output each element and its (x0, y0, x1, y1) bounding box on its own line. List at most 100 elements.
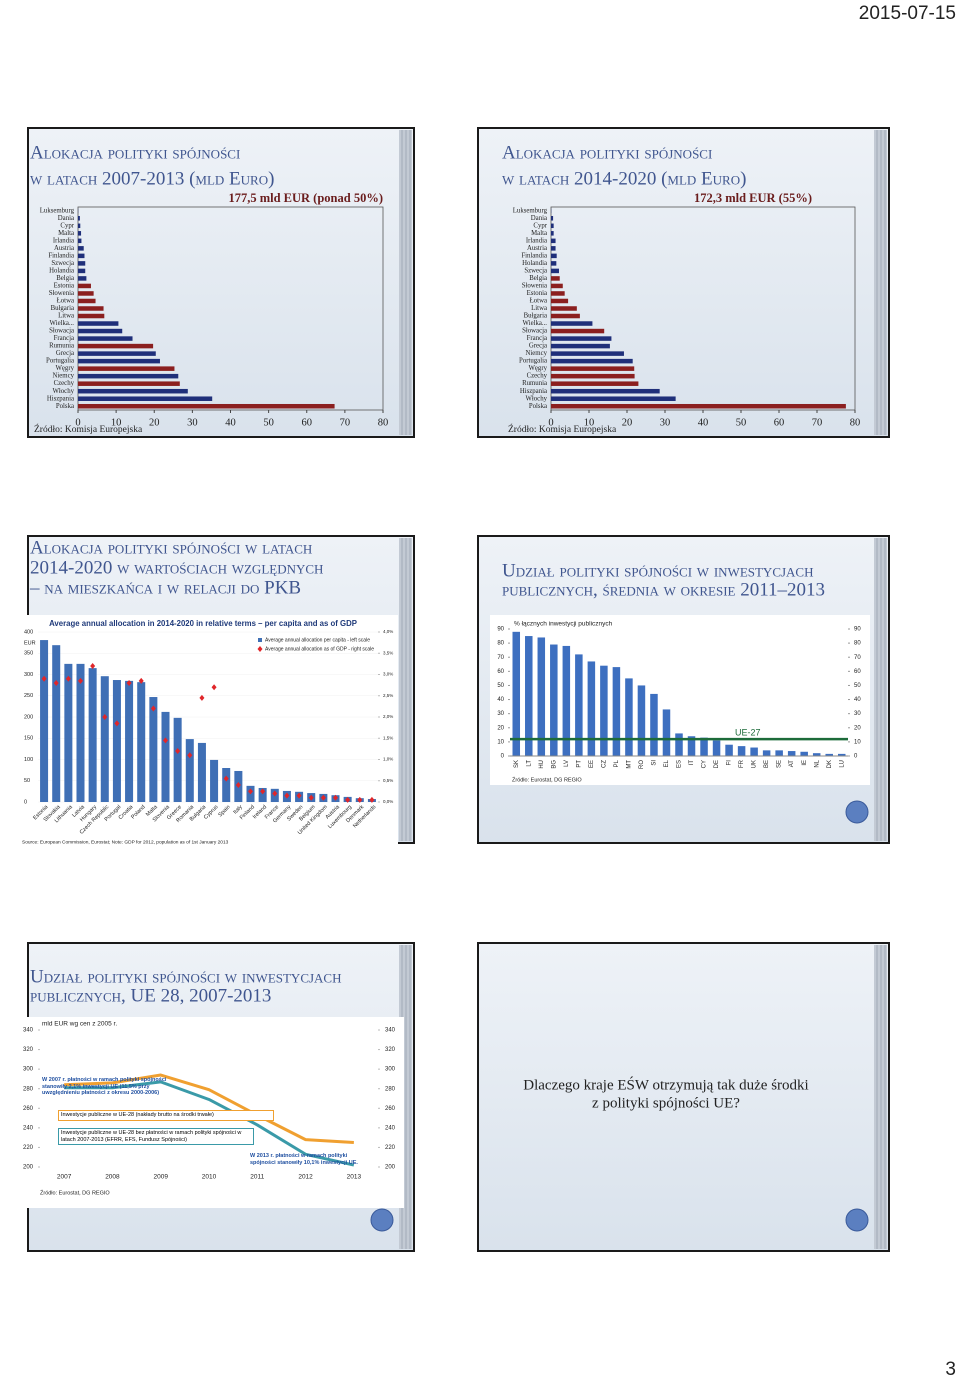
bar (551, 283, 563, 289)
y2-tick-label: 300 (385, 1067, 396, 1073)
bar (787, 751, 796, 756)
y-tick-label: 100 (24, 757, 33, 763)
x-tick-label: 50 (736, 417, 747, 428)
x-tick-label: 2013 (347, 1174, 362, 1181)
annotation: W 2007 r. płatności w ramach polityki sp… (42, 1077, 167, 1097)
x-tick-label: 60 (302, 417, 313, 428)
bar (551, 343, 610, 349)
marker (175, 748, 181, 754)
x-tick-label: 30 (660, 417, 671, 428)
x-tick-label: EL (664, 759, 670, 767)
category-label: Luksemburg (40, 207, 75, 214)
x-tick-label: DK (827, 760, 833, 768)
bar (112, 680, 121, 802)
category-label: Słowenia (522, 283, 547, 290)
y2-tick-label: 0,0% (383, 799, 393, 804)
category-label: Bułgaria (524, 313, 547, 320)
y2-tick-label: 90 (854, 627, 861, 633)
bar (78, 276, 87, 281)
x-tick-label: PT (576, 760, 582, 768)
legend-entry: Inwestycje publiczne w UE-28 bez płatnoś… (58, 1128, 254, 1146)
bar (76, 663, 85, 802)
category-label: Dania (58, 215, 74, 222)
slide-title: Alokacja polityki spójności w latach (30, 537, 312, 558)
x-tick-label: 2010 (202, 1174, 217, 1181)
bar (551, 246, 556, 251)
y2-tick-label: 50 (854, 683, 861, 689)
bar (78, 306, 104, 311)
slide-title: 2014-2020 w wartościach względnych (30, 557, 323, 578)
category-label: Grecja (56, 350, 74, 357)
category-label: Polska (529, 403, 547, 410)
bar (637, 685, 646, 756)
category-label: Wielka... (523, 320, 548, 327)
y2-tick-label: 0 (854, 754, 858, 760)
y-tick-label: 40 (497, 697, 504, 703)
x-tick-label: 2007 (57, 1174, 72, 1181)
x-tick-label: CY (702, 760, 708, 768)
bar (100, 676, 109, 802)
bar (222, 768, 231, 802)
bar (78, 298, 96, 304)
y2-tick-label: 2,5% (383, 693, 393, 698)
category-label: Łotwa (530, 298, 547, 305)
marker (41, 675, 47, 682)
bar (78, 366, 175, 371)
reference-label: UE-27 (735, 727, 761, 737)
bar (88, 668, 97, 802)
y-tick-label: 60 (497, 669, 504, 675)
slide-title: publicznych, UE 28, 2007-2013 (30, 985, 271, 1006)
x-tick-label: 60 (774, 417, 785, 428)
y-tick-label: 300 (24, 672, 33, 678)
x-tick-label: 0 (75, 417, 80, 428)
slide-title: w latach 2014-2020 (mld Euro) (502, 168, 746, 189)
bar (750, 747, 758, 756)
bar (737, 746, 746, 756)
annotation: W 2013 r. płatności w ramach polityki sp… (250, 1153, 358, 1166)
legend-label: Average annual allocation as of GDP - ri… (265, 646, 374, 652)
x-tick-label: 10 (584, 417, 595, 428)
category-label: Słowacja (49, 328, 74, 335)
category-label: Słowacja (522, 328, 547, 335)
x-tick-label: 30 (187, 417, 198, 428)
y2-tick-label: 40 (854, 697, 861, 703)
y-tick-label: 200 (23, 1165, 34, 1171)
legend-entry: Inwestycje publiczne w UE-28 (nakłady br… (58, 1110, 274, 1121)
x-tick-label: 10 (111, 417, 122, 428)
bar (551, 366, 635, 371)
x-tick-label: LT (526, 760, 532, 767)
bar (587, 661, 596, 756)
bar (700, 737, 708, 756)
annotation: 177,5 mld EUR (ponad 50%) (228, 191, 383, 205)
marker (150, 705, 156, 712)
category-label: Estonia (54, 283, 74, 290)
x-tick-label: 50 (263, 417, 274, 428)
bar (52, 645, 61, 802)
bar (78, 268, 86, 274)
bar (185, 739, 194, 802)
category-label: Belgia (56, 275, 74, 282)
bar (173, 717, 182, 802)
y2-tick-label: 220 (385, 1145, 396, 1151)
x-tick-label: NL (814, 759, 820, 767)
x-tick-label: SI (652, 760, 658, 766)
bar (149, 697, 158, 802)
bar (40, 640, 49, 802)
y-tick-label: 20 (497, 725, 504, 731)
category-label: Dania (531, 215, 547, 222)
bar (78, 313, 105, 319)
category-label: Malta (531, 230, 547, 237)
source: Source: European Commission, Eurostat; N… (22, 839, 229, 845)
slide-bullet (845, 800, 869, 824)
slide-title: Alokacja polityki spójności (502, 142, 712, 163)
slide-frame (477, 127, 890, 438)
category-label: Włochy (525, 395, 547, 402)
x-tick-label: PL (614, 759, 620, 767)
category-label: Hiszpania (47, 395, 74, 402)
bar (551, 373, 635, 379)
y-tick-label: 90 (497, 627, 504, 633)
x-tick-label: 2008 (105, 1174, 120, 1181)
legend-swatch (257, 646, 263, 652)
source: Źródło: Eurostat, DG REGIO (40, 1189, 110, 1196)
